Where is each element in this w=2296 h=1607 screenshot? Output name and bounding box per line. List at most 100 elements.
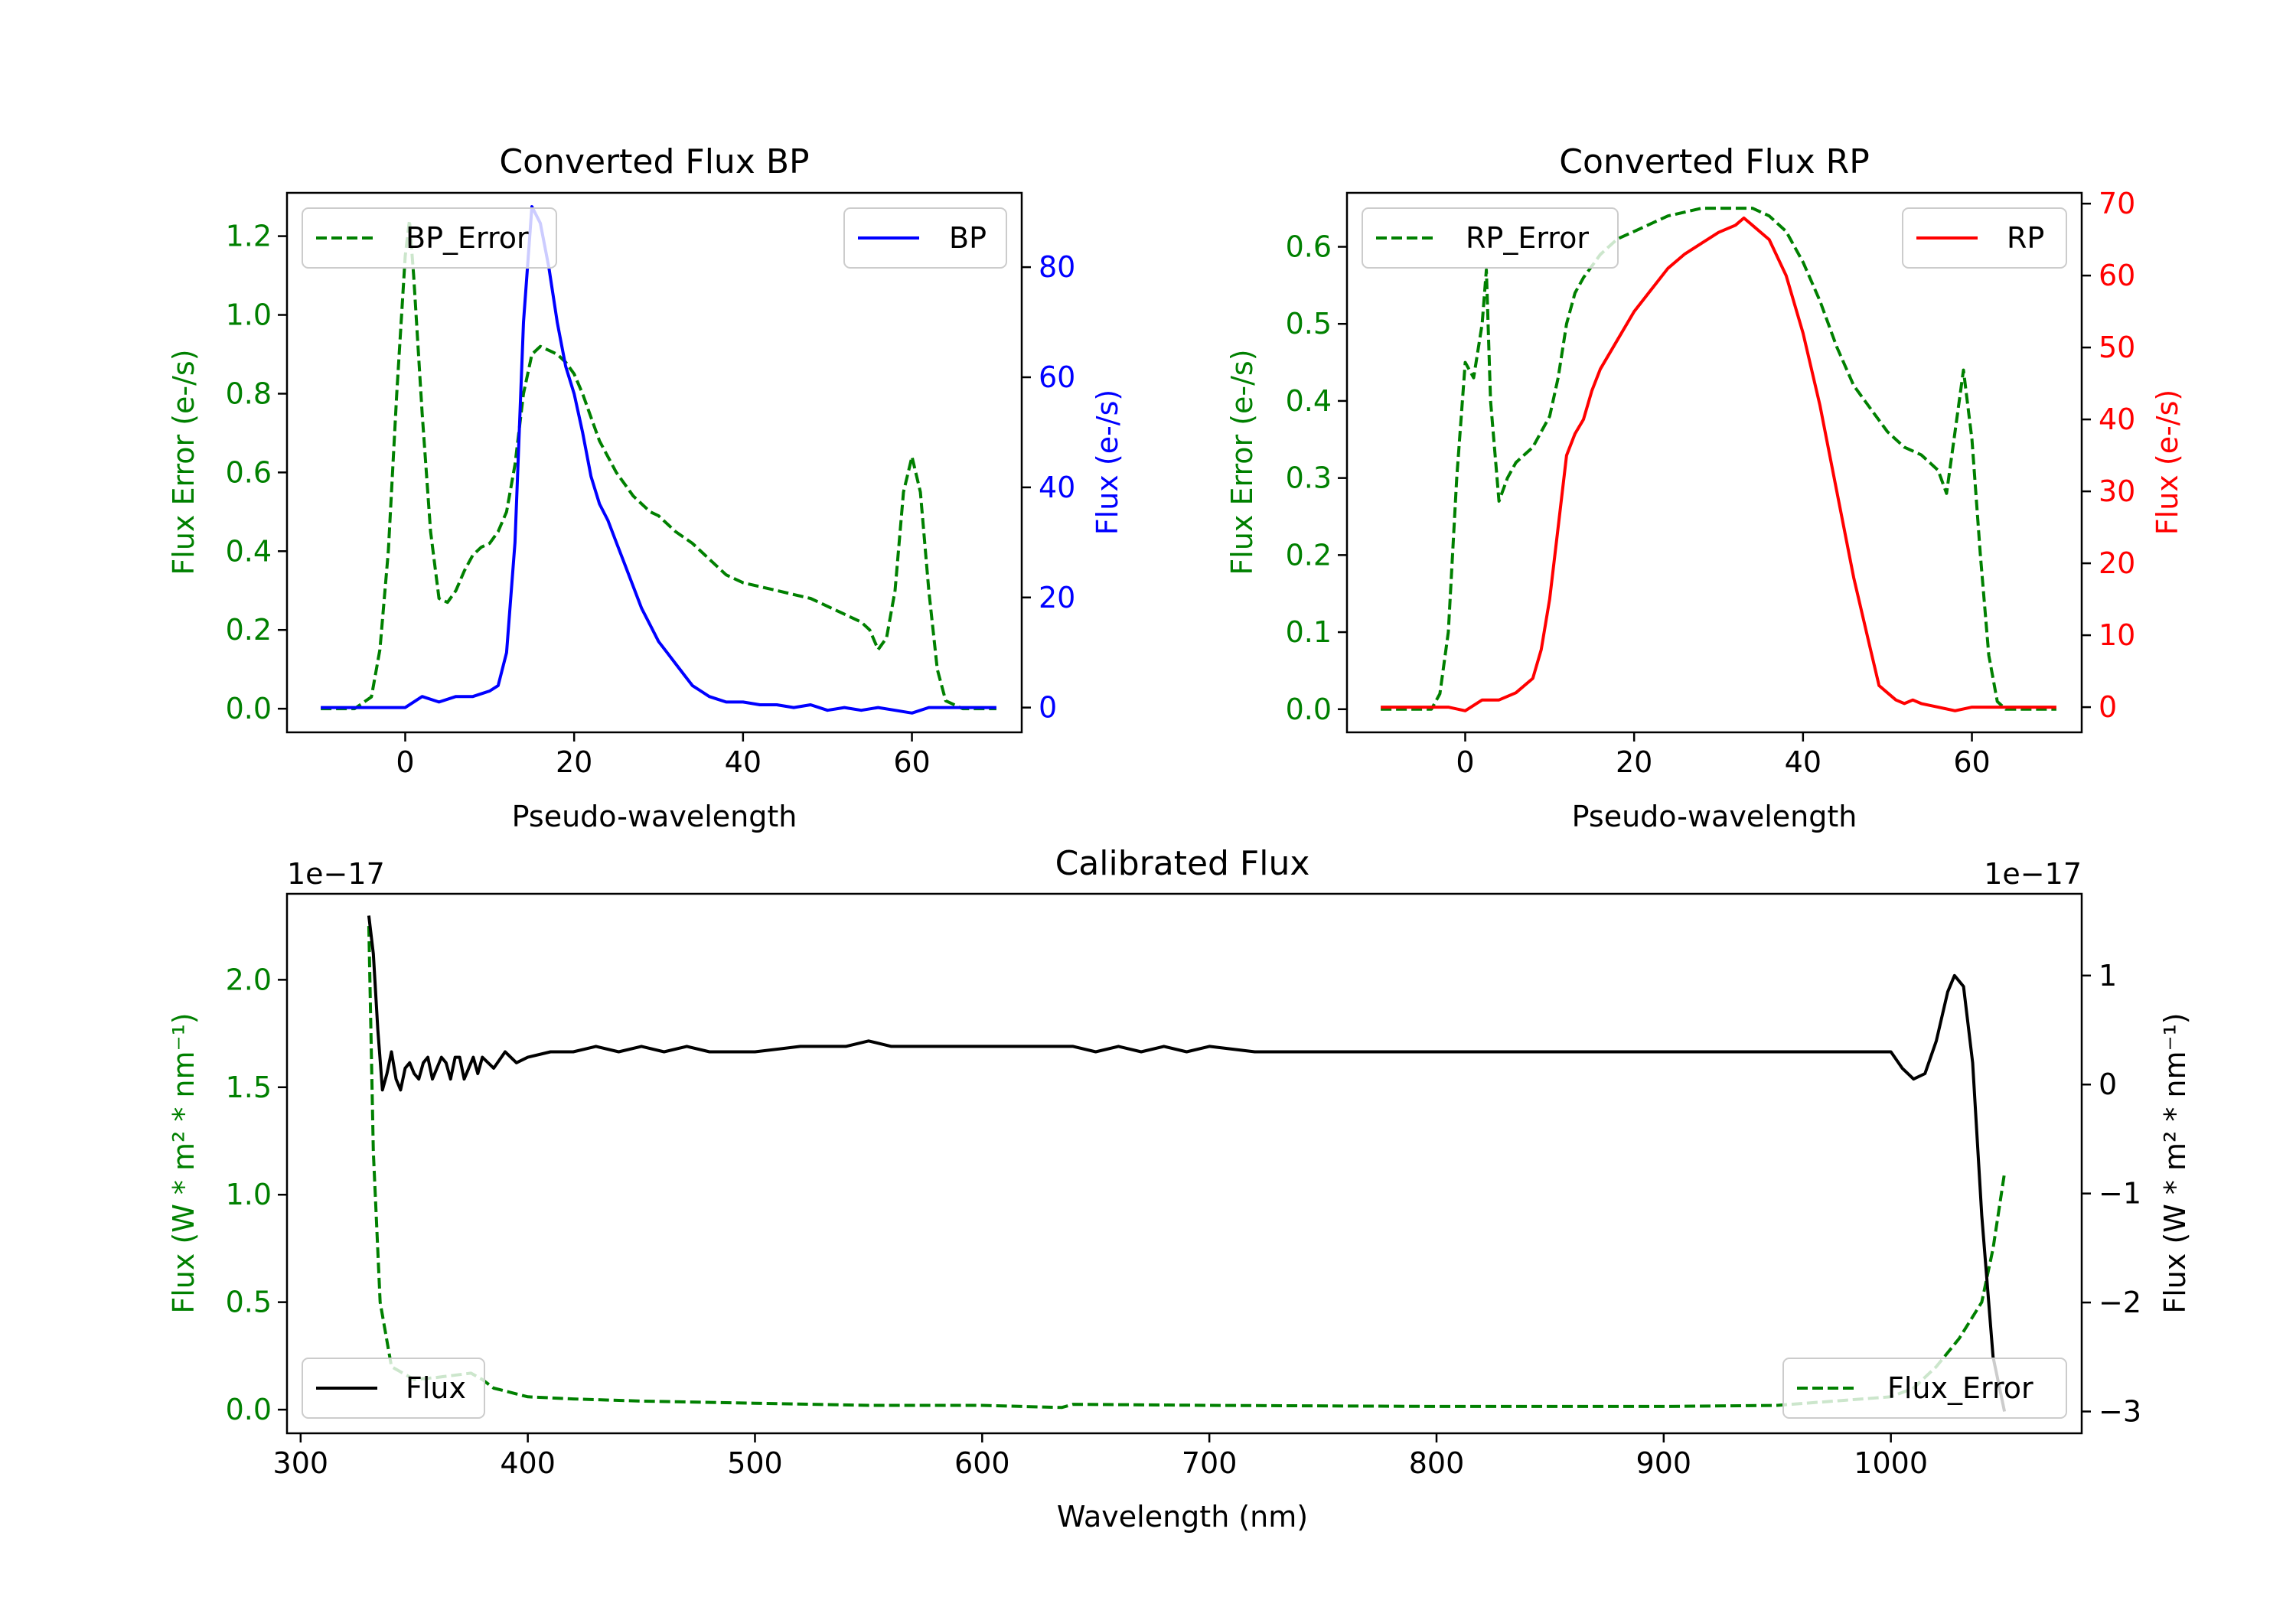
cal-left-tick-label: 2.0 [226,963,272,996]
rp-title: Converted Flux RP [1559,142,1870,181]
bp-x-tick-label: 20 [556,745,592,779]
cal-right-tick-label: −1 [2099,1177,2141,1211]
cal-left-axis-label: Flux (W * m² * nm⁻¹) [167,1012,201,1313]
bp-left-tick-label: 0.0 [226,692,272,725]
rp-x-axis-label: Pseudo-wavelength [1572,800,1857,833]
bp-legend-flux-label: BP [949,221,987,255]
cal-x-ticks: 300 400 500 600 700 800 900 1000 [273,1433,1928,1480]
bp-left-axis-label: Flux Error (e-/s) [167,349,201,575]
cal-x-tick-label: 900 [1636,1446,1692,1480]
bp-left-tick-label: 0.6 [226,455,272,489]
rp-left-tick-label: 0.6 [1286,230,1332,264]
rp-legend-flux: RP [1902,207,2067,269]
rp-left-tick-label: 0.3 [1286,461,1332,495]
cal-x-tick-label: 500 [727,1446,783,1480]
rp-right-tick-label: 70 [2099,187,2135,220]
cal-title: Calibrated Flux [1055,844,1310,883]
cal-x-tick-label: 1000 [1854,1446,1928,1480]
bp-panel: Converted Flux BP 0 20 40 60 0.00.20.40.60.… [167,142,1124,833]
rp-right-tick-label: 60 [2099,259,2135,292]
cal-left-ticks: 0.0 0.5 1.0 1.5 2.0 [226,963,287,1426]
cal-left-tick-label: 1.5 [226,1071,272,1104]
bp-legend-flux: BP [843,207,1007,269]
cal-right-axis-label: Flux (W * m² * nm⁻¹) [2158,1012,2192,1313]
rp-right-tick-label: 40 [2099,403,2135,436]
cal-legend-flux-label: Flux [406,1371,466,1405]
bp-plot-frame [285,191,1023,734]
bp-legend-error-label: BP_Error [406,221,529,255]
rp-right-axis-label: Flux (e-/s) [2151,390,2184,535]
bp-x-tick-label: 40 [725,745,762,779]
bp-title: Converted Flux BP [499,142,809,181]
cal-left-tick-label: 1.0 [226,1178,272,1211]
cal-right-ticks: −3 −2 −1 0 1 [2082,959,2141,1429]
rp-left-tick-label: 0.1 [1286,615,1332,649]
cal-panel: Calibrated Flux 300 400 500 600 700 800 900 100… [167,844,2192,1534]
rp-legend-flux-label: RP [2007,221,2044,255]
cal-left-offset-text: 1e−17 [287,857,385,891]
bp-right-ticks: 0 20 40 60 80 [1022,250,1075,725]
cal-right-tick-label: −3 [2099,1395,2141,1429]
cal-x-tick-label: 800 [1409,1446,1465,1480]
bp-right-tick-label: 80 [1039,250,1075,284]
cal-legend-error-label: Flux_Error [1887,1371,2033,1405]
bp-left-ticks: 0.0 0.2 0.4 0.6 0.8 1.0 1.2 [226,220,287,725]
cal-left-tick-label: 0.5 [226,1286,272,1319]
cal-x-tick-label: 700 [1182,1446,1238,1480]
rp-left-tick-label: 0.5 [1286,307,1332,341]
bp-x-ticks: 0 20 40 60 [396,732,931,779]
cal-right-tick-label: 1 [2099,959,2117,993]
rp-right-tick-label: 10 [2099,618,2135,652]
rp-right-ticks: 0 10 20 30 40 50 60 70 [2082,187,2135,724]
rp-plot-frame [1345,191,2083,734]
bp-left-tick-label: 0.4 [226,534,272,568]
cal-plot-frame [285,892,2083,1435]
rp-x-tick-label: 20 [1616,745,1652,779]
cal-series-layer [367,915,2007,1412]
bp-right-tick-label: 0 [1039,691,1057,725]
bp-left-tick-label: 0.2 [226,613,272,647]
cal-x-axis-label: Wavelength (nm) [1057,1500,1308,1534]
rp-left-tick-label: 0.0 [1286,693,1332,726]
cal-x-tick-label: 300 [273,1446,329,1480]
cal-series-flux-error [367,926,2007,1410]
bp-right-axis-label: Flux (e-/s) [1091,390,1124,535]
rp-left-tick-label: 0.4 [1286,384,1332,418]
cal-x-tick-label: 600 [954,1446,1010,1480]
rp-right-tick-label: 20 [2099,546,2135,580]
bp-legend-error: BP_Error [302,207,557,269]
rp-right-tick-label: 0 [2099,690,2117,724]
bp-x-axis-label: Pseudo-wavelength [512,800,797,833]
bp-x-tick-label: 0 [396,745,414,779]
bp-left-tick-label: 1.2 [226,220,272,253]
rp-left-tick-label: 0.2 [1286,538,1332,572]
bp-left-tick-label: 1.0 [226,298,272,332]
rp-series-rp-error [1381,207,2056,711]
bp-x-tick-label: 60 [893,745,930,779]
cal-right-tick-label: 0 [2099,1068,2117,1101]
rp-left-ticks: 0.0 0.1 0.2 0.3 0.4 0.5 0.6 [1286,230,1347,726]
cal-left-tick-label: 0.0 [226,1393,272,1426]
bp-right-tick-label: 20 [1039,581,1075,614]
rp-legend-error-label: RP_Error [1466,221,1589,255]
cal-legend-error: Flux_Error [1782,1358,2067,1419]
rp-x-ticks: 0 20 40 60 [1456,732,1991,779]
rp-x-tick-label: 60 [1953,745,1990,779]
rp-right-tick-label: 50 [2099,331,2135,364]
rp-x-tick-label: 0 [1456,745,1474,779]
rp-right-tick-label: 30 [2099,474,2135,508]
bp-right-tick-label: 60 [1039,360,1075,394]
bp-right-tick-label: 40 [1039,471,1075,504]
cal-legend-flux: Flux [302,1358,485,1419]
rp-panel: Converted Flux RP 0 20 40 60 0.00.10.20.30.… [1225,142,2184,833]
cal-x-tick-label: 400 [500,1446,556,1480]
rp-series-rp [1381,216,2056,712]
bp-series-layer [321,205,996,715]
rp-series-layer [1381,207,2056,712]
rp-x-tick-label: 40 [1785,745,1821,779]
bp-left-tick-label: 0.8 [226,376,272,410]
cal-series-flux [367,915,2007,1412]
bp-series-bp [321,205,996,715]
cal-right-tick-label: −2 [2099,1286,2141,1319]
